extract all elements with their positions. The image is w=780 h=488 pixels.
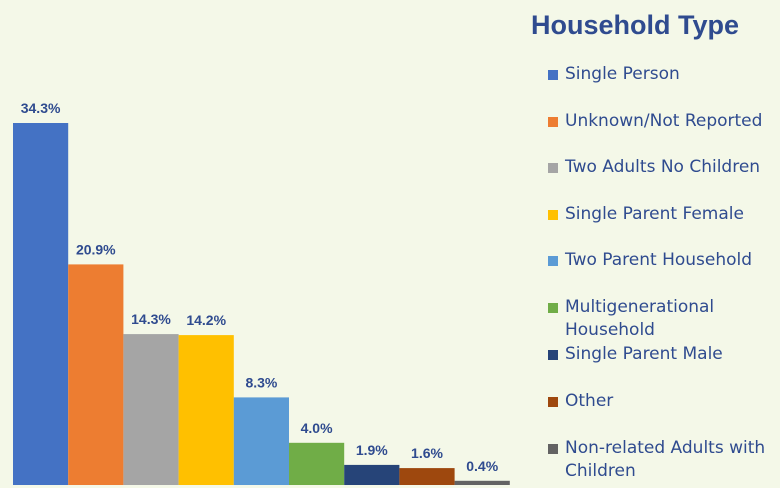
- legend-item-4: Single Parent Female: [548, 203, 779, 226]
- legend-item-5: Two Parent Household: [548, 249, 779, 272]
- legend-swatch: [548, 256, 558, 266]
- bar-4: [178, 335, 234, 485]
- legend-label: Non-related Adults with Children: [565, 438, 766, 481]
- legend-label: Single Person: [565, 64, 680, 84]
- data-label-4: 14.2%: [186, 312, 226, 328]
- data-label-8: 1.6%: [411, 445, 443, 461]
- data-label-6: 4.0%: [301, 420, 333, 436]
- legend-item-9: Non-related Adults with Children: [548, 437, 779, 483]
- legend-swatch: [548, 303, 558, 313]
- legend-swatch: [548, 444, 558, 454]
- legend-swatch: [548, 210, 558, 220]
- bar-6: [289, 442, 345, 485]
- legend-swatch: [548, 70, 558, 80]
- legend-item-3: Two Adults No Children: [548, 156, 779, 179]
- legend-swatch: [548, 350, 558, 360]
- data-label-3: 14.3%: [131, 311, 171, 327]
- data-label-5: 8.3%: [245, 374, 277, 390]
- bar-3: [123, 334, 179, 485]
- bar-1: [13, 123, 69, 485]
- legend-label: Unknown/Not Reported: [565, 111, 763, 131]
- legend-label: Two Adults No Children: [565, 157, 761, 177]
- legend-label: Two Parent Household: [565, 250, 753, 270]
- legend-label: Other: [565, 391, 614, 411]
- bar-8: [399, 468, 455, 485]
- bar-5: [233, 397, 289, 485]
- legend-title: Household Type: [531, 10, 740, 40]
- legend-label: Multigenerational Household: [565, 297, 715, 340]
- legend-item-7: Single Parent Male: [548, 343, 779, 366]
- legend-swatch: [548, 117, 558, 127]
- legend-item-6: Multigenerational Household: [548, 296, 779, 342]
- data-label-7: 1.9%: [356, 442, 388, 458]
- legend-item-1: Single Person: [548, 63, 779, 86]
- data-label-9: 0.4%: [466, 458, 498, 474]
- legend-label: Single Parent Male: [565, 344, 723, 364]
- bar-2: [68, 264, 124, 485]
- bar-7: [344, 464, 400, 485]
- bar-9: [454, 480, 510, 485]
- legend-label: Single Parent Female: [565, 204, 744, 224]
- legend-item-8: Other: [548, 390, 779, 413]
- data-label-2: 20.9%: [76, 241, 116, 257]
- data-label-1: 34.3%: [21, 100, 61, 116]
- legend-item-2: Unknown/Not Reported: [548, 110, 779, 133]
- bar-chart: 34.3% 20.9% 14.3% 14.2% 8.3% 4.0% 1.9% 1.6% 0.4%: [13, 100, 510, 485]
- legend-swatch: [548, 163, 558, 173]
- legend-swatch: [548, 397, 558, 407]
